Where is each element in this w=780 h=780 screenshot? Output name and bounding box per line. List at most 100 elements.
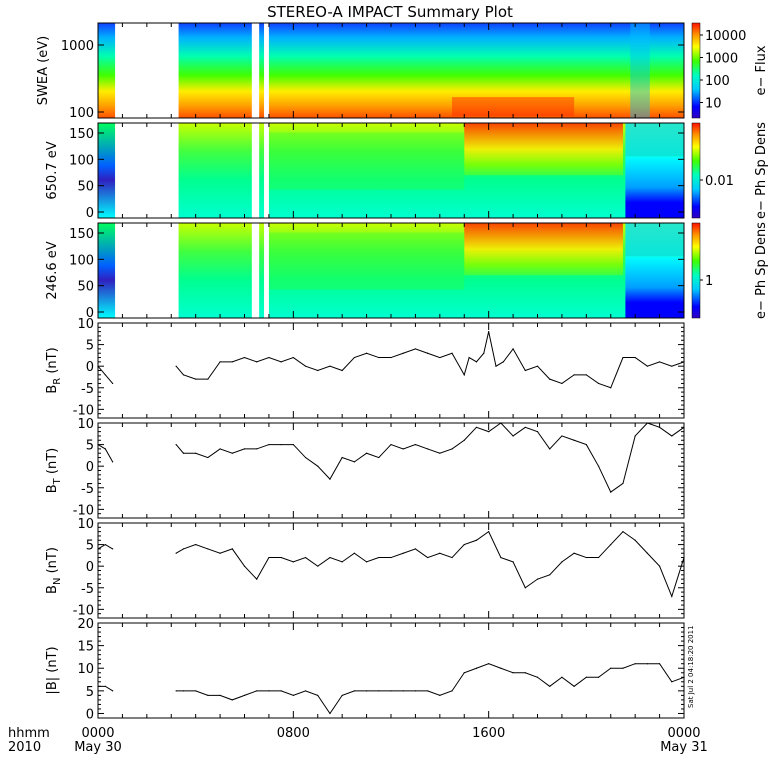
data-point <box>268 690 270 692</box>
data-point <box>622 356 624 359</box>
data-point <box>658 663 661 665</box>
data-point <box>439 694 441 696</box>
plot-timestamp: Sat Jul 2 04:18:20 2011 <box>687 625 695 708</box>
y-axis-label: BT (nT) <box>45 448 63 494</box>
data-point <box>573 374 575 376</box>
series-line <box>98 685 113 692</box>
data-point <box>658 426 661 428</box>
data-point <box>634 435 636 437</box>
colorbar-tick-label: 1000 <box>705 52 738 67</box>
data-point <box>231 699 233 701</box>
panel-frame <box>97 622 685 719</box>
data-point <box>414 690 417 692</box>
data-point <box>97 685 99 687</box>
heatmap-block <box>268 232 465 290</box>
data-point <box>439 552 441 554</box>
data-point <box>365 561 368 563</box>
bn-panel: 10 5 0 -5 -10 BN (nT) <box>45 517 685 619</box>
data-point <box>317 565 319 567</box>
heatmap-fill <box>98 23 684 118</box>
y-tick-label: 0 <box>86 460 94 475</box>
heatmap-block <box>625 223 684 257</box>
data-gap <box>115 223 179 318</box>
data-point <box>378 456 380 459</box>
data-point <box>195 452 197 454</box>
data-point <box>390 690 392 692</box>
data-point <box>573 439 575 441</box>
data-point <box>427 448 429 450</box>
data-point <box>610 543 612 546</box>
data-gap <box>264 23 269 118</box>
data-point <box>104 448 106 450</box>
data-point <box>475 539 478 541</box>
data-gap <box>251 23 260 118</box>
y-tick-label: -10 <box>73 403 94 418</box>
data-point <box>524 672 526 674</box>
x-tick-sublabel: May 30 <box>74 740 122 755</box>
data-point <box>495 365 497 367</box>
data-point <box>317 369 319 372</box>
data-point <box>610 667 612 669</box>
data-point <box>622 482 624 485</box>
data-point <box>451 352 453 354</box>
data-point <box>502 361 504 363</box>
data-point <box>561 382 563 385</box>
data-point <box>463 374 465 376</box>
data-point <box>610 491 612 493</box>
data-point <box>597 382 600 385</box>
data-point <box>646 552 648 554</box>
data-point <box>256 578 258 580</box>
y-axis-label: BR (nT) <box>45 347 63 393</box>
y-axis-label-sub: T <box>52 477 63 485</box>
data-point <box>585 443 587 446</box>
data-point <box>536 365 539 367</box>
data-point <box>683 361 685 363</box>
y-axis-label-unit: (nT) <box>45 347 60 377</box>
data-point <box>175 365 177 367</box>
y-tick-label: 150 <box>69 127 94 142</box>
y-tick-label: -10 <box>73 603 94 618</box>
data-point <box>268 356 270 359</box>
data-point <box>329 556 331 559</box>
y-axis-label: 246.6 eV <box>45 241 60 299</box>
data-gap <box>251 223 260 318</box>
heatmap-block <box>625 156 684 218</box>
data-point <box>622 531 624 533</box>
data-point <box>104 685 106 687</box>
data-gap <box>264 223 269 318</box>
bmag-panel: 20 15 10 5 0 |B| (nT) <box>45 617 685 722</box>
data-point <box>671 435 673 437</box>
data-point <box>365 352 368 354</box>
panel-frame <box>97 422 685 519</box>
y-tick-label: 0 <box>86 707 94 722</box>
heatmap-block <box>630 23 650 118</box>
data-point <box>182 374 185 376</box>
data-point <box>97 365 99 367</box>
y-tick-label: 100 <box>69 253 94 268</box>
data-point <box>329 365 331 367</box>
data-point <box>597 676 600 678</box>
data-point <box>512 348 514 350</box>
y-tick-label: 0 <box>86 306 94 321</box>
data-point <box>304 365 307 367</box>
data-point <box>634 539 636 541</box>
data-point <box>390 556 392 559</box>
y-tick-label: 5 <box>86 439 94 454</box>
y-axis-label: BN (nT) <box>45 547 63 594</box>
data-point <box>292 443 294 446</box>
y-axis-label-unit: (nT) <box>45 547 60 577</box>
data-point <box>414 443 417 446</box>
data-point <box>536 578 539 580</box>
data-point <box>451 448 453 450</box>
data-point <box>427 352 429 354</box>
colorbar-label: e− Flux <box>754 45 769 95</box>
data-point <box>304 556 307 559</box>
data-point <box>500 556 502 559</box>
data-point <box>390 443 392 446</box>
data-point <box>451 690 453 692</box>
data-point <box>175 690 177 692</box>
panel-frame <box>97 22 685 119</box>
data-point <box>475 426 478 428</box>
data-point <box>317 694 319 696</box>
data-point <box>439 356 441 359</box>
